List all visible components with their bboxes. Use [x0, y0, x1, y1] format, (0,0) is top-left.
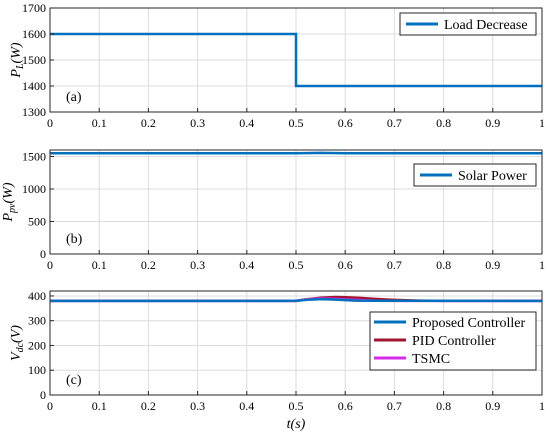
- x-tick-label: 0.7: [387, 116, 402, 130]
- y-tick-label: 1700: [22, 1, 46, 15]
- x-tick-label: 0.3: [190, 258, 205, 272]
- y-tick-label: 1500: [22, 53, 46, 67]
- y-tick-label: 1300: [22, 105, 46, 119]
- x-tick-label: 0: [47, 399, 53, 413]
- x-tick-label: 0.2: [141, 258, 156, 272]
- x-tick-label: 0.7: [387, 258, 402, 272]
- panel-a: 0 0.1 0.2 0.3 0.4 0.5 0.6 0.7 0.8 0.9 1 1300 1400 15…: [9, 1, 545, 130]
- x-tick-label: 0.1: [92, 399, 107, 413]
- y-tick-label: 100: [28, 363, 46, 377]
- y-tick-label: 0: [40, 247, 46, 261]
- legend-label-pid-controller: PID Controller: [412, 334, 496, 349]
- panel-a-y-ticks: 1300 1400 1500 1600 1700: [22, 1, 54, 119]
- x-tick-label: 0.8: [436, 116, 451, 130]
- panel-b-x-ticks: 0 0.1 0.2 0.3 0.4 0.5 0.6 0.7 0.8 0.9 1: [47, 250, 545, 272]
- panel-a-y-label: PL(W): [9, 42, 26, 78]
- panel-c-legend: Proposed Controller PID Controller TSMC: [369, 311, 537, 371]
- x-tick-label: 0.3: [190, 399, 205, 413]
- legend-label-solar-power: Solar Power: [458, 169, 527, 184]
- x-tick-label: 1: [539, 116, 545, 130]
- x-tick-label: 0.6: [338, 258, 353, 272]
- panel-b-y-label: Ppv(W): [1, 182, 18, 222]
- x-tick-label: 0.4: [239, 116, 254, 130]
- x-tick-label: 0.1: [92, 258, 107, 272]
- y-tick-label: 1500: [22, 150, 46, 164]
- panel-b-legend: Solar Power: [413, 163, 537, 187]
- x-tick-label: 0.5: [289, 116, 304, 130]
- y-tick-label: 1000: [22, 182, 46, 196]
- y-tick-label: 300: [28, 314, 46, 328]
- legend-label-tsmc: TSMC: [412, 352, 450, 367]
- x-tick-label: 0.4: [239, 258, 254, 272]
- legend-label-load-decrease: Load Decrease: [444, 18, 528, 33]
- x-tick-label: 0.1: [92, 116, 107, 130]
- y-tick-label: 0: [40, 388, 46, 402]
- y-tick-label: 400: [28, 289, 46, 303]
- x-tick-label: 0.9: [485, 116, 500, 130]
- x-axis-label: t(s): [287, 417, 306, 432]
- x-tick-label: 0.9: [485, 399, 500, 413]
- y-tick-label: 1600: [22, 27, 46, 41]
- legend-box: [413, 163, 537, 187]
- x-tick-label: 0.2: [141, 399, 156, 413]
- panel-a-tag: (a): [66, 90, 82, 105]
- x-tick-label: 0.2: [141, 116, 156, 130]
- panel-a-x-ticks: 0 0.1 0.2 0.3 0.4 0.5 0.6 0.7 0.8 0.9 1: [47, 108, 545, 130]
- panel-c-tag: (c): [66, 373, 82, 388]
- x-tick-label: 0.3: [190, 116, 205, 130]
- panel-c-series: [50, 295, 543, 303]
- x-tick-label: 0.5: [289, 399, 304, 413]
- series-line-load-decrease: [50, 32, 542, 88]
- panel-c-y-ticks: 0 100 200 300 400: [28, 289, 54, 402]
- panel-b-tag: (b): [66, 232, 83, 247]
- x-tick-label: 0: [47, 258, 53, 272]
- x-tick-label: 0.8: [436, 258, 451, 272]
- y-tick-label: 500: [28, 215, 46, 229]
- x-tick-label: 0.9: [485, 258, 500, 272]
- x-tick-label: 0.4: [239, 399, 254, 413]
- legend-box: [399, 12, 537, 36]
- x-tick-label: 0.7: [387, 399, 402, 413]
- x-tick-label: 0.6: [338, 399, 353, 413]
- series-line-proposed-controller: [50, 297, 543, 303]
- y-tick-label: 200: [28, 338, 46, 352]
- panel-c: 0 0.1 0.2 0.3 0.4 0.5 0.6 0.7 0.8 0.9 1 0 100 200 300…: [9, 289, 545, 432]
- x-tick-label: 0.8: [436, 399, 451, 413]
- y-tick-label: 1400: [22, 79, 46, 93]
- legend-label-proposed-controller: Proposed Controller: [412, 316, 525, 331]
- panel-a-legend: Load Decrease: [399, 12, 537, 36]
- x-tick-label: 0.5: [289, 258, 304, 272]
- panel-c-x-ticks: 0 0.1 0.2 0.3 0.4 0.5 0.6 0.7 0.8 0.9 1: [47, 391, 545, 413]
- x-tick-label: 1: [539, 399, 545, 413]
- x-tick-label: 0: [47, 116, 53, 130]
- x-tick-label: 1: [539, 258, 545, 272]
- panel-b: 0 0.1 0.2 0.3 0.4 0.5 0.6 0.7 0.8 0.9 1 0 500 1000 15…: [1, 149, 545, 272]
- panel-b-y-ticks: 0 500 1000 1500: [22, 150, 54, 261]
- panel-c-y-label: Vdc(V): [9, 325, 26, 361]
- panel-a-series: [50, 32, 542, 88]
- x-tick-label: 0.6: [338, 116, 353, 130]
